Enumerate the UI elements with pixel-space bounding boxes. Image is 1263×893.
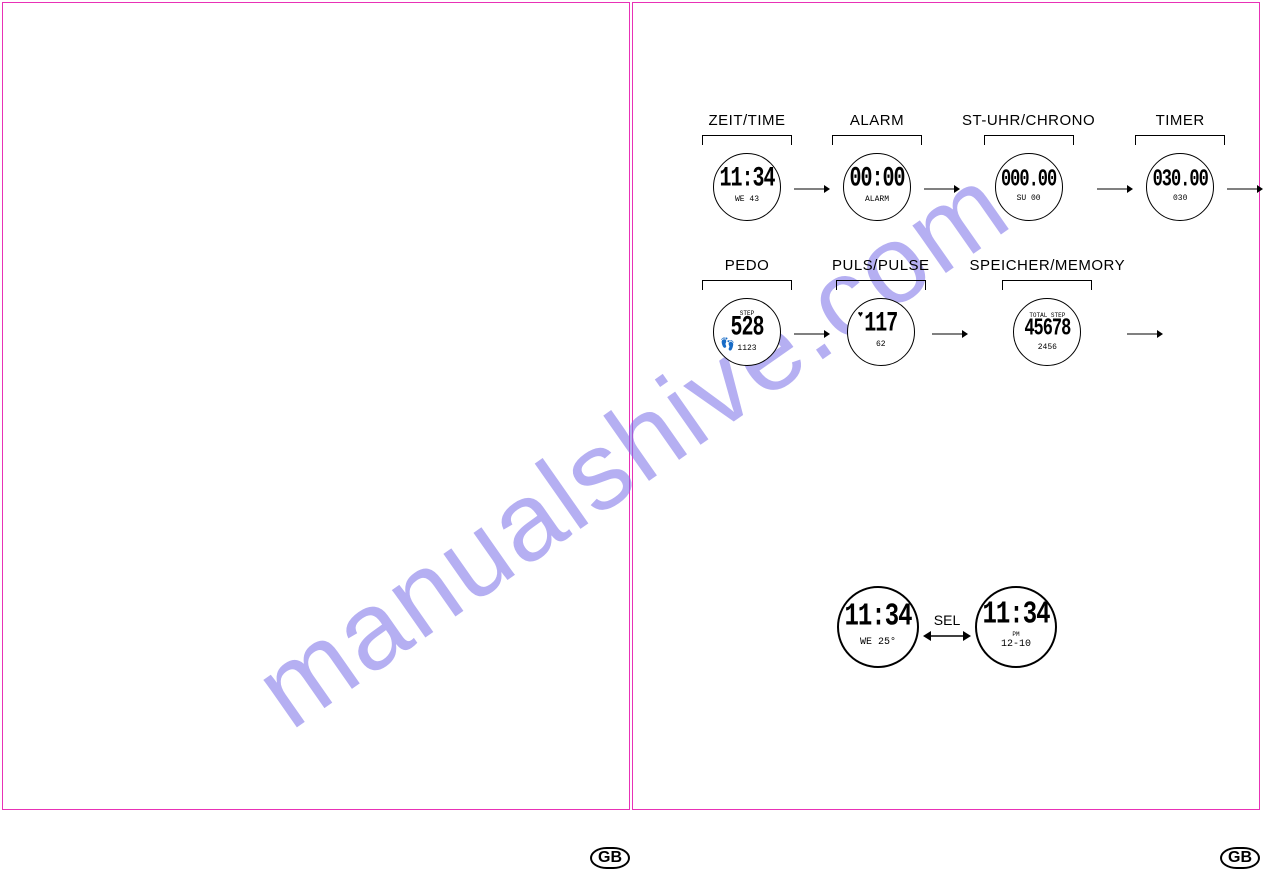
mode-pedo: PEDO 👣 STEP 528 1123 <box>702 257 792 366</box>
lcd-main: 11:34 <box>719 166 774 194</box>
watch-face: 11:34 WE 43 <box>713 153 781 221</box>
lcd-main: 45678 <box>1024 317 1070 341</box>
left-page-frame <box>2 2 630 810</box>
right-page-content: ZEIT/TIME 11:34 WE 43 ALARM 00:00 ALARM … <box>632 2 1260 810</box>
lcd-main: 000.00 <box>1001 168 1056 192</box>
watch-face: ♥ 117 62 <box>847 298 915 366</box>
lcd-main: 030.00 <box>1153 168 1208 192</box>
bracket-icon <box>1135 135 1225 145</box>
bracket-icon <box>702 280 792 290</box>
sel-face-right: 11:34 PM 12-10 <box>975 586 1057 668</box>
lcd-sub: WE 25° <box>860 638 896 648</box>
bracket-icon <box>1002 280 1092 290</box>
mode-label: PEDO <box>725 257 770 274</box>
arrow-right-icon <box>792 329 832 339</box>
sel-label: SEL <box>934 612 960 628</box>
lcd-sub: 62 <box>876 341 886 349</box>
lcd-main: 117 <box>864 311 897 339</box>
lcd-main: 11:34 <box>982 600 1049 631</box>
mode-label: PULS/PULSE <box>832 257 930 274</box>
mode-zeit-time: ZEIT/TIME 11:34 WE 43 <box>702 112 792 221</box>
mode-pulse: PULS/PULSE ♥ 117 62 <box>832 257 930 366</box>
lcd-main: 11:34 <box>844 602 911 633</box>
mode-timer: TIMER 030.00 030 <box>1135 112 1225 221</box>
double-arrow-icon: SEL <box>923 612 971 642</box>
arrow-right-icon <box>1095 184 1135 194</box>
watch-face: 00:00 ALARM <box>843 153 911 221</box>
mode-alarm: ALARM 00:00 ALARM <box>832 112 922 221</box>
arrow-right-icon <box>1125 329 1165 339</box>
lcd-sub: 1123 <box>737 345 756 353</box>
watch-face: TOTAL STEP 45678 2456 <box>1013 298 1081 366</box>
watch-face: 000.00 SU 00 <box>995 153 1063 221</box>
bracket-icon <box>702 135 792 145</box>
mode-chrono: ST-UHR/CHRONO 000.00 SU 00 <box>962 112 1095 221</box>
bracket-icon <box>984 135 1074 145</box>
arrow-right-icon <box>922 184 962 194</box>
lcd-main: 00:00 <box>849 166 904 194</box>
mode-label: SPEICHER/MEMORY <box>970 257 1126 274</box>
sel-toggle-group: 11:34 WE 25° SEL 11:34 PM 12-10 <box>837 586 1057 668</box>
lcd-main: 528 <box>730 315 763 343</box>
mode-label: TIMER <box>1156 112 1205 129</box>
heart-icon: ♥ <box>858 309 863 319</box>
mode-row-1: ZEIT/TIME 11:34 WE 43 ALARM 00:00 ALARM … <box>702 112 1263 221</box>
page-badge-left: GB <box>590 847 630 869</box>
mode-row-2: PEDO 👣 STEP 528 1123 PULS/PULSE ♥ 117 62 <box>702 257 1165 366</box>
arrow-right-icon <box>792 184 832 194</box>
mode-label: ST-UHR/CHRONO <box>962 112 1095 129</box>
watch-face: 030.00 030 <box>1146 153 1214 221</box>
lcd-sub: 2456 <box>1038 344 1057 352</box>
mode-label: ALARM <box>850 112 904 129</box>
lcd-sub: WE 43 <box>735 196 759 204</box>
mode-memory: SPEICHER/MEMORY TOTAL STEP 45678 2456 <box>970 257 1126 366</box>
lcd-sub: 12-10 <box>1001 640 1031 650</box>
page-badge-right: GB <box>1220 847 1260 869</box>
bracket-icon <box>832 135 922 145</box>
bracket-icon <box>836 280 926 290</box>
lcd-sub: ALARM <box>865 196 889 204</box>
lcd-sub: SU 00 <box>1017 195 1041 203</box>
arrow-right-icon <box>1225 184 1263 194</box>
watch-face: 👣 STEP 528 1123 <box>713 298 781 366</box>
arrow-right-icon <box>930 329 970 339</box>
mode-label: ZEIT/TIME <box>709 112 786 129</box>
lcd-sub: 030 <box>1173 195 1187 203</box>
sel-face-left: 11:34 WE 25° <box>837 586 919 668</box>
